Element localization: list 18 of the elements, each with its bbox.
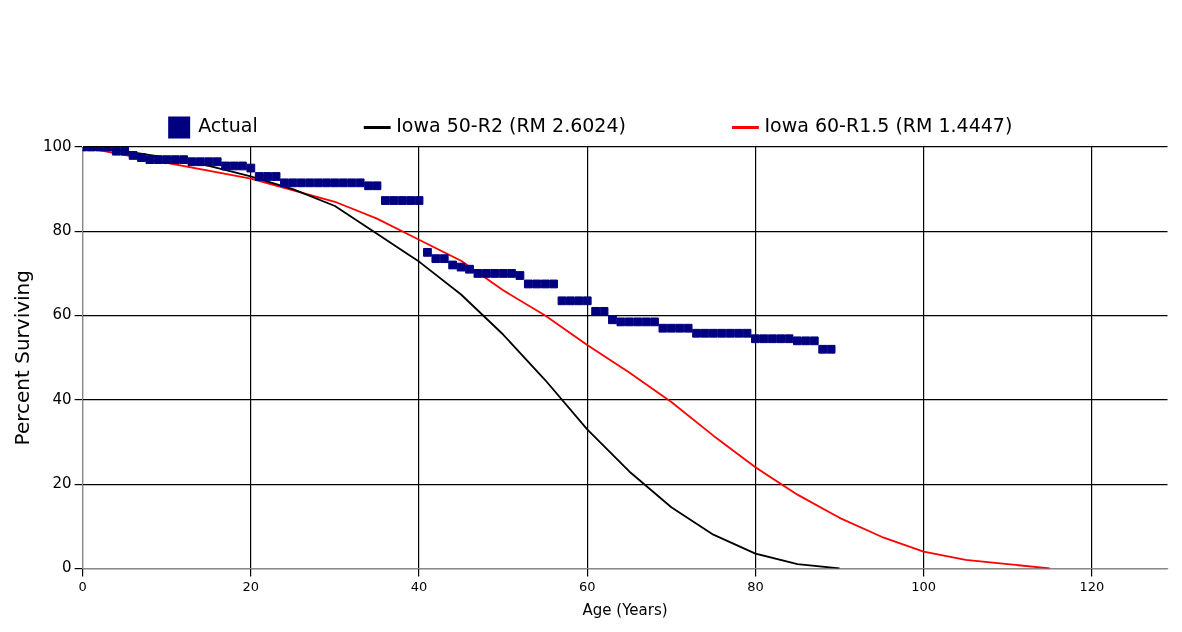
x-tick-label: 40 [410, 578, 428, 594]
y-tick-label: 100 [42, 136, 72, 155]
x-tick-label: 0 [78, 578, 87, 594]
y-axis-title: Percent Surviving [10, 270, 35, 446]
x-tick-label: 80 [747, 578, 764, 594]
y-tick-label: 40 [52, 389, 72, 408]
legend-label: Iowa 50-R2 (RM 2.6024) [396, 114, 626, 137]
y-tick-label: 60 [52, 305, 72, 324]
x-tick-label: 20 [242, 578, 260, 594]
x-tick-label: 100 [911, 578, 937, 594]
legend-label: Iowa 60-R1.5 (RM 1.4447) [764, 114, 1013, 137]
y-tick-label: 20 [52, 474, 72, 493]
x-axis-title: Age (Years) [582, 600, 668, 619]
legend-label: Actual [198, 114, 258, 137]
y-tick-label: 0 [62, 558, 72, 577]
y-tick-label: 80 [52, 221, 72, 240]
x-tick-label: 120 [1079, 578, 1105, 594]
x-tick-label: 60 [578, 578, 596, 594]
